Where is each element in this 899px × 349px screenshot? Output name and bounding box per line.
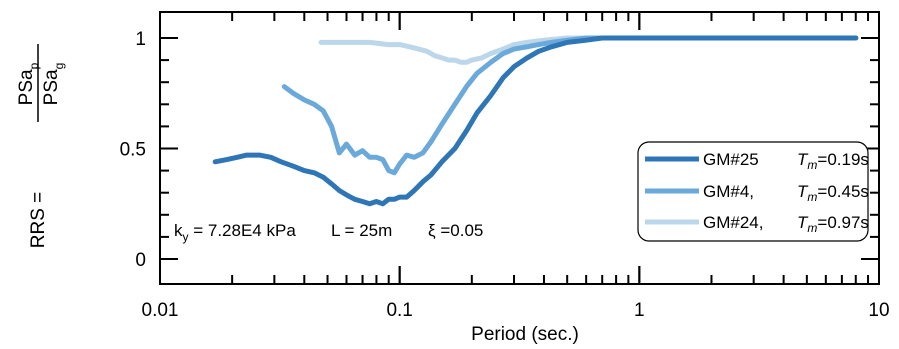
legend-item: GM#25 Tm=0.19s: [645, 150, 869, 172]
legend-tm-sub: m: [807, 190, 817, 204]
x-tick-label: 1: [634, 300, 645, 321]
y-den-text: PSa: [41, 69, 62, 105]
legend-tm-sub: m: [807, 158, 817, 172]
y-label-denominator: PSag: [41, 63, 66, 106]
legend-item: GM#24, Tm=0.97s: [645, 213, 869, 235]
y-num-text: PSa: [16, 69, 37, 105]
legend-tm: Tm=0.19s: [797, 150, 869, 172]
x-tick-label: 0.1: [386, 300, 412, 321]
axis-ticks: [159, 12, 880, 284]
legend-name: GM#24,: [703, 213, 763, 232]
tick-labels: 0.01 0.1 1 10 0 0.5 1: [120, 29, 890, 321]
legend-tm-sub: m: [807, 221, 817, 235]
x-axis-label: Period (sec.): [471, 324, 579, 345]
legend-tm-symbol: T: [797, 182, 809, 201]
legend-tm: Tm=0.45s: [797, 182, 869, 204]
legend-name: GM#25: [703, 150, 759, 169]
legend-tm: Tm=0.97s: [797, 213, 869, 235]
data-series: [212, 35, 859, 207]
annotation-length: L = 25m: [331, 221, 392, 240]
annotation-xi: ξ =0.05: [428, 221, 483, 240]
legend-tm-symbol: T: [797, 213, 809, 232]
legend-box: [637, 141, 869, 242]
legend-item: GM#4, Tm=0.45s: [645, 182, 869, 204]
y-label-numerator: PSap: [16, 62, 41, 105]
y-tick-label: 0: [135, 250, 146, 271]
legend-tm-value: =0.19s: [817, 150, 869, 169]
x-tick-label: 0.01: [142, 300, 179, 321]
y-num-sub: p: [27, 62, 41, 69]
ann-k-value: = 7.28E4 kPa: [189, 221, 297, 240]
legend-tm-symbol: T: [797, 150, 809, 169]
annotation-ky: ky = 7.28E4 kPa: [174, 221, 296, 244]
x-tick-label: 10: [868, 300, 889, 321]
legend-tm-value: =0.97s: [817, 213, 869, 232]
ann-k: k: [174, 221, 183, 240]
y-tick-label: 1: [135, 29, 146, 50]
y-label-prefix: RRS =: [28, 192, 49, 249]
y-den-sub: g: [52, 63, 66, 70]
parameter-annotation: ky = 7.28E4 kPa L = 25m ξ =0.05: [174, 221, 483, 244]
y-tick-label: 0.5: [120, 140, 146, 161]
series-line: [212, 35, 859, 207]
ann-k-sub: y: [183, 230, 189, 244]
y-axis-label: RRS = PSap PSag: [16, 44, 66, 248]
legend-tm-value: =0.45s: [817, 182, 869, 201]
legend-name: GM#4,: [703, 182, 754, 201]
